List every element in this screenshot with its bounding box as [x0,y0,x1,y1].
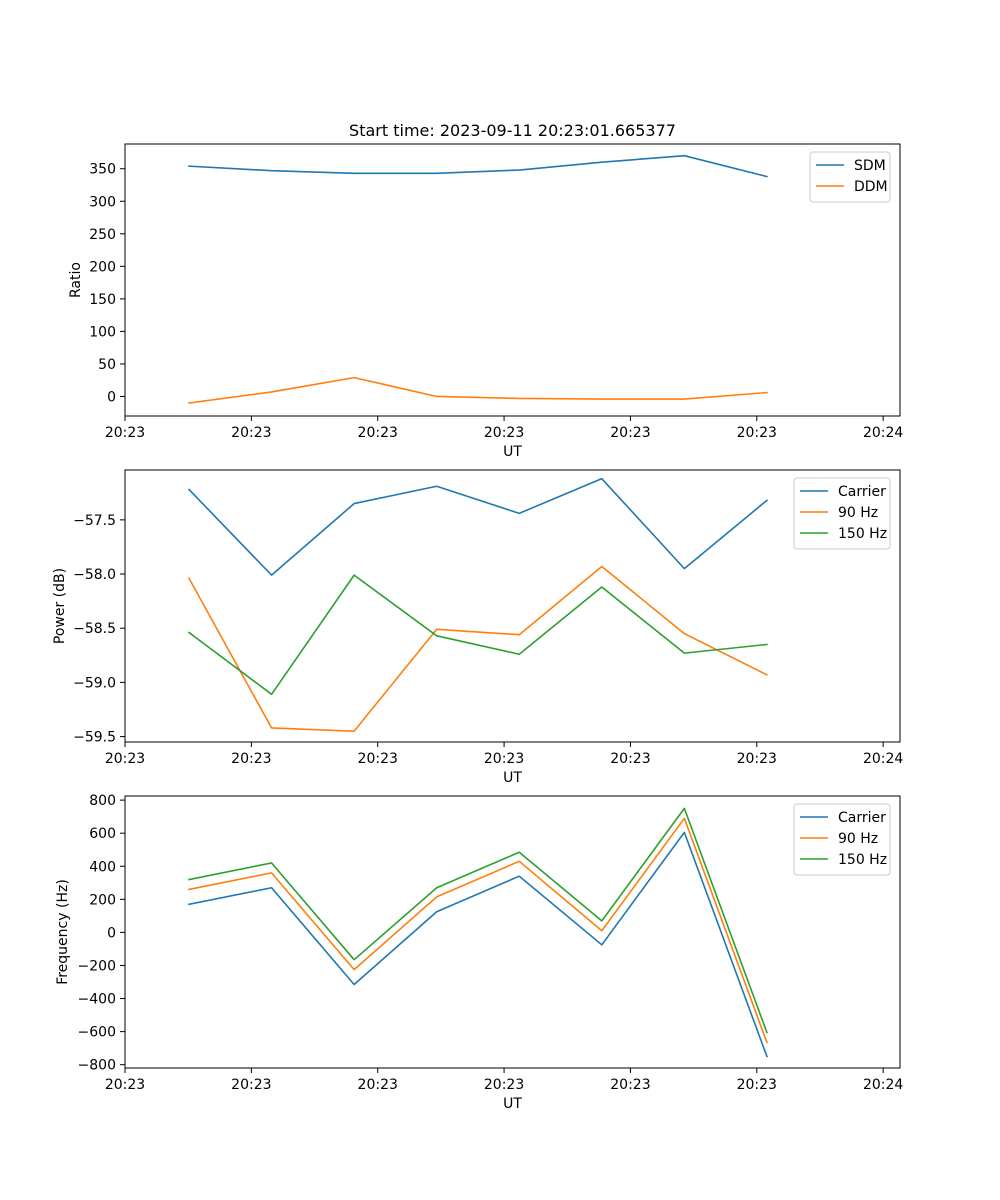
power-x-tick-label: 20:23 [737,751,777,767]
frequency-series-line-carrier [188,831,768,1058]
ratio-y-tick-label: 300 [89,194,116,210]
ratio-y-tick-label: 350 [89,162,116,178]
frequency-y-tick-label: −200 [78,958,116,974]
frequency-x-tick-label: 20:23 [737,1077,777,1093]
power-x-tick-label: 20:23 [105,751,145,767]
power-y-tick-label: −59.0 [73,675,116,691]
frequency-x-tick-label: 20:23 [105,1077,145,1093]
ratio-series-line-ddm [188,376,768,404]
frequency-y-axis-label: Frequency (Hz) [55,879,71,985]
frequency-x-tick-label: 20:24 [863,1077,903,1093]
ratio-y-axis-label: Ratio [68,262,84,298]
ratio-y-tick-label: 250 [89,227,116,243]
ratio-x-tick-label: 20:23 [358,425,398,441]
ratio-y-tick-label: 100 [89,324,116,340]
frequency-x-axis-label: UT [503,1096,522,1112]
power-y-tick-label: −58.5 [73,621,116,637]
power-x-tick-label: 20:23 [231,751,271,767]
frequency-x-tick-label: 20:23 [358,1077,398,1093]
ratio-y-tick-label: 50 [98,357,116,373]
power-y-tick-label: −58.0 [73,567,116,583]
ratio-legend-label-sdm: SDM [854,158,886,174]
frequency-y-tick-label: 600 [89,826,116,842]
power-series-line-150-hz [187,574,768,696]
ratio-x-tick-label: 20:23 [610,425,650,441]
frequency-y-tick-label: −600 [78,1025,116,1041]
power-x-tick-label: 20:24 [863,751,903,767]
power-legend-label-150-hz: 150 Hz [838,526,887,542]
frequency-legend-label-carrier: Carrier [838,810,886,826]
ratio-panel: 20:23 20:23 20:23 20:23 20:23 20:23 20:24 0 50 10… [68,143,903,460]
ratio-legend-label-ddm: DDM [854,179,888,195]
power-panel: 20:23 20:23 20:23 20:23 20:23 20:23 20:24 −59.5… [52,469,903,786]
ratio-x-tick-label: 20:23 [105,425,145,441]
ratio-series-line-sdm [188,154,768,178]
ratio-y-tick-label: 0 [107,389,116,405]
frequency-x-tick-label: 20:23 [610,1077,650,1093]
frequency-series-line-90-hz [188,817,768,1044]
frequency-y-tick-label: −400 [78,992,116,1008]
frequency-x-tick-label: 20:23 [231,1077,271,1093]
frequency-legend-box [793,803,891,876]
power-legend-box [793,477,891,550]
power-x-tick-label: 20:23 [358,751,398,767]
ratio-x-tick-label: 20:24 [863,425,903,441]
power-x-tick-label: 20:23 [484,751,524,767]
ratio-x-tick-label: 20:23 [231,425,271,441]
frequency-panel: 20:23 20:23 20:23 20:23 20:23 20:23 20:24 −800 −… [55,793,903,1112]
power-series-line-carrier [187,477,769,576]
power-y-axis-label: Power (dB) [52,568,68,644]
frequency-legend-label-150-hz: 150 Hz [838,852,887,868]
frequency-x-tick-label: 20:23 [484,1077,524,1093]
power-x-axis-label: UT [503,770,522,786]
power-y-tick-label: −59.5 [73,730,116,746]
ratio-axes-frame [124,143,901,417]
power-legend-label-carrier: Carrier [838,484,886,500]
ratio-x-tick-label: 20:23 [737,425,777,441]
frequency-y-tick-label: 400 [89,859,116,875]
power-legend-label-90-hz: 90 Hz [838,505,878,521]
ratio-x-tick-label: 20:23 [484,425,524,441]
ratio-y-tick-label: 150 [89,292,116,308]
frequency-y-tick-label: 0 [107,925,116,941]
frequency-legend-label-90-hz: 90 Hz [838,831,878,847]
power-x-tick-label: 20:23 [610,751,650,767]
power-axes-frame [124,469,901,743]
figure-title: Start time: 2023-09-11 20:23:01.665377 [349,121,676,140]
power-y-tick-label: −57.5 [73,513,116,529]
frequency-y-tick-label: 200 [89,892,116,908]
power-series-line-90-hz [187,565,768,732]
ratio-y-tick-label: 200 [89,259,116,275]
frequency-series-line-150-hz [188,807,768,1034]
frequency-y-tick-label: 800 [89,793,116,809]
ratio-x-axis-label: UT [503,444,522,460]
frequency-y-tick-label: −800 [78,1058,116,1074]
